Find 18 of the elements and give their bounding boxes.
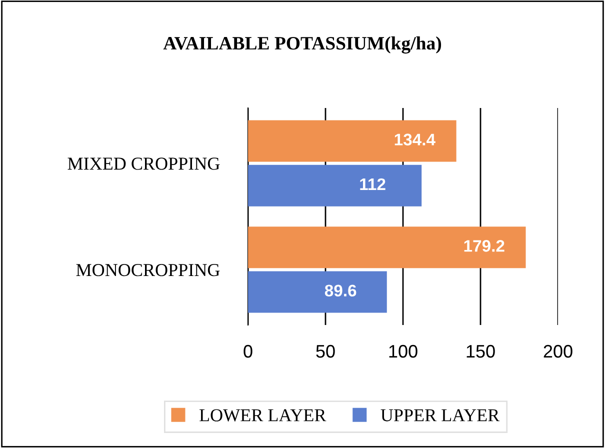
data-label: 179.2 (464, 240, 504, 252)
x-tick-label: 100 (389, 344, 418, 358)
bar (248, 120, 456, 162)
x-tick-label: 150 (466, 344, 495, 358)
x-tick-label: 200 (544, 344, 572, 358)
y-tick-label: MIXED CROPPING (68, 158, 220, 170)
x-tick-label: 0 (244, 344, 252, 358)
legend-label: UPPER LAYER (380, 409, 500, 422)
x-tick-label: 50 (316, 344, 335, 358)
data-label: 89.6 (324, 284, 356, 296)
bar (248, 164, 422, 206)
legend-label: LOWER LAYER (200, 409, 326, 422)
data-label: 134.4 (394, 134, 436, 146)
chart-title: AVAILABLE POTASSIUM(kg/ha) (163, 36, 442, 54)
bar (248, 271, 387, 313)
y-tick-label: MONOCROPPING (76, 264, 220, 276)
data-label: 112 (360, 178, 386, 190)
bar (248, 226, 526, 268)
